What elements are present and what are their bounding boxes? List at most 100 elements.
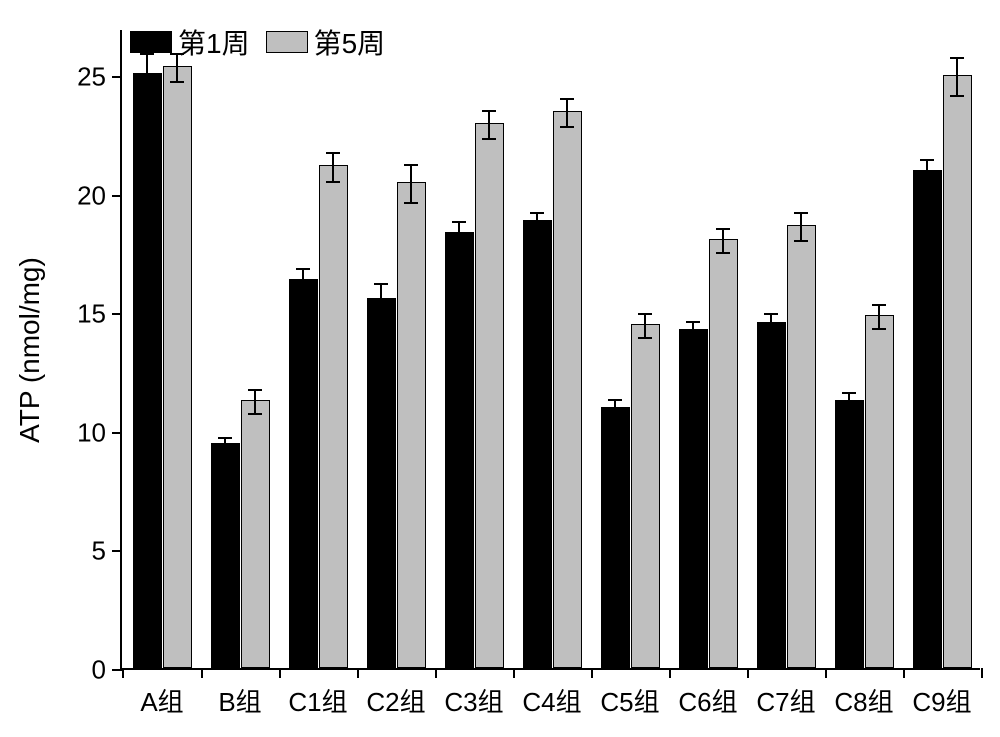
error-cap [716,228,730,230]
x-tick [357,668,359,678]
error-cap [608,399,622,401]
bar [943,75,972,668]
error-bar [224,438,226,452]
error-bar [458,222,460,246]
error-cap [950,95,964,97]
legend-label: 第1周 [178,22,250,62]
legend-swatch [130,31,172,53]
bar [367,298,396,668]
legend-swatch [266,31,308,53]
error-cap [686,340,700,342]
bar [631,324,660,668]
error-cap [842,411,856,413]
y-axis-label: ATP (nmol/mg) [14,257,46,443]
y-tick-label: 0 [92,655,122,686]
x-tick [747,668,749,678]
error-cap [326,181,340,183]
error-cap [530,230,544,232]
error-cap [638,337,652,339]
error-cap [920,183,934,185]
bar [241,400,270,668]
error-cap [530,212,544,214]
bar [523,220,552,668]
error-cap [716,252,730,254]
y-tick-label: 15 [77,299,122,330]
bar [211,443,240,668]
y-tick-label: 25 [77,62,122,93]
error-cap [248,389,262,391]
error-bar [488,111,490,139]
x-tick [591,668,593,678]
error-cap [482,138,496,140]
y-tick-label: 20 [77,180,122,211]
x-tick-label: C1组 [288,668,347,719]
error-cap [950,57,964,59]
x-tick [513,668,515,678]
bar [913,170,942,668]
error-bar [254,390,256,414]
error-cap [560,98,574,100]
error-cap [404,164,418,166]
error-cap [920,159,934,161]
x-tick [981,668,983,678]
error-cap [296,268,310,270]
plot-area: 0510152025A组B组C1组C2组C3组C4组C5组C6组C7组C8组C9… [120,30,980,670]
x-tick [122,668,124,678]
error-cap [764,332,778,334]
error-cap [842,392,856,394]
error-cap [218,451,232,453]
x-tick [279,668,281,678]
error-bar [536,213,538,232]
error-bar [644,314,646,338]
error-cap [794,212,808,214]
x-tick-label: C3组 [444,668,503,719]
error-bar [878,305,880,329]
bar [835,400,864,668]
x-tick-label: C6组 [678,668,737,719]
x-tick-label: C5组 [600,668,659,719]
error-cap [218,437,232,439]
x-tick-label: C9组 [912,668,971,719]
error-bar [800,213,802,241]
bar [289,279,318,668]
bar [601,407,630,668]
bar [319,165,348,668]
x-tick-label: A组 [140,668,183,719]
error-bar [926,160,928,184]
error-cap [374,283,388,285]
error-cap [638,313,652,315]
y-tick-label: 10 [77,417,122,448]
error-bar [566,99,568,127]
legend: 第1周第5周 [130,22,395,62]
bar [397,182,426,668]
error-bar [956,58,958,96]
error-cap [296,292,310,294]
error-cap [248,413,262,415]
error-bar [770,314,772,333]
error-cap [482,110,496,112]
bar [787,225,816,668]
error-bar [302,269,304,293]
error-cap [452,221,466,223]
bar [445,232,474,668]
error-cap [404,202,418,204]
x-tick [435,668,437,678]
bar [865,315,894,668]
bar [475,123,504,668]
error-cap [608,418,622,420]
error-cap [794,240,808,242]
bar [757,322,786,668]
error-bar [380,284,382,317]
error-cap [374,316,388,318]
y-tick-label: 5 [92,536,122,567]
error-cap [560,126,574,128]
x-tick [825,668,827,678]
x-tick [669,668,671,678]
error-bar [692,322,694,341]
bar [553,111,582,668]
error-cap [872,328,886,330]
chart-container: 0510152025A组B组C1组C2组C3组C4组C5组C6组C7组C8组C9… [0,0,1000,737]
error-bar [614,400,616,419]
x-tick-label: C2组 [366,668,425,719]
x-tick-label: C7组 [756,668,815,719]
